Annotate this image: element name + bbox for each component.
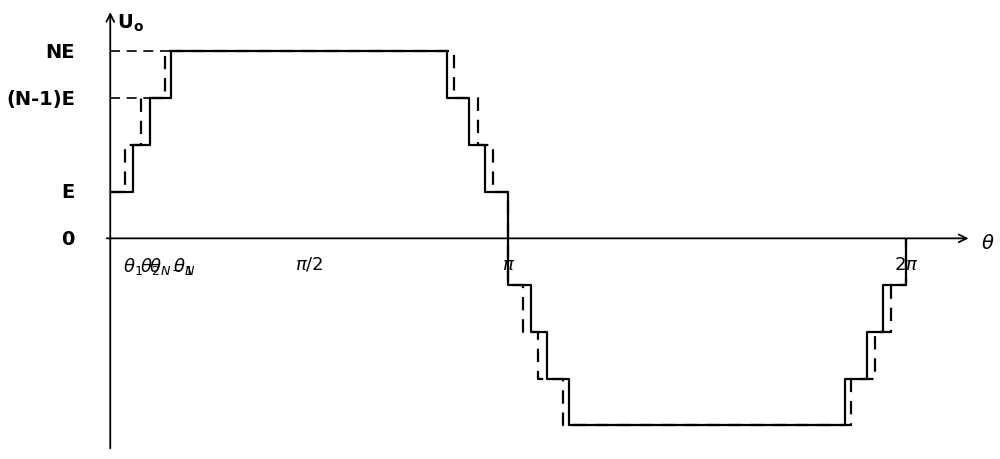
Text: $\theta_2$: $\theta_2$ — [140, 255, 159, 276]
Text: E: E — [62, 183, 75, 202]
Text: 0: 0 — [61, 230, 75, 248]
Text: $\theta_{N-1}$: $\theta_{N-1}$ — [149, 255, 193, 276]
Text: $\mathbf{U_o}$: $\mathbf{U_o}$ — [117, 12, 143, 34]
Text: $\theta_1$: $\theta_1$ — [123, 255, 143, 276]
Text: $\theta$: $\theta$ — [981, 233, 995, 252]
Text: $\pi/2$: $\pi/2$ — [295, 255, 323, 273]
Text: NE: NE — [45, 43, 75, 62]
Text: (N-1)E: (N-1)E — [6, 90, 75, 108]
Text: $\theta_N$: $\theta_N$ — [173, 255, 195, 276]
Text: $2\pi$: $2\pi$ — [894, 255, 918, 273]
Text: $\pi$: $\pi$ — [502, 255, 515, 273]
